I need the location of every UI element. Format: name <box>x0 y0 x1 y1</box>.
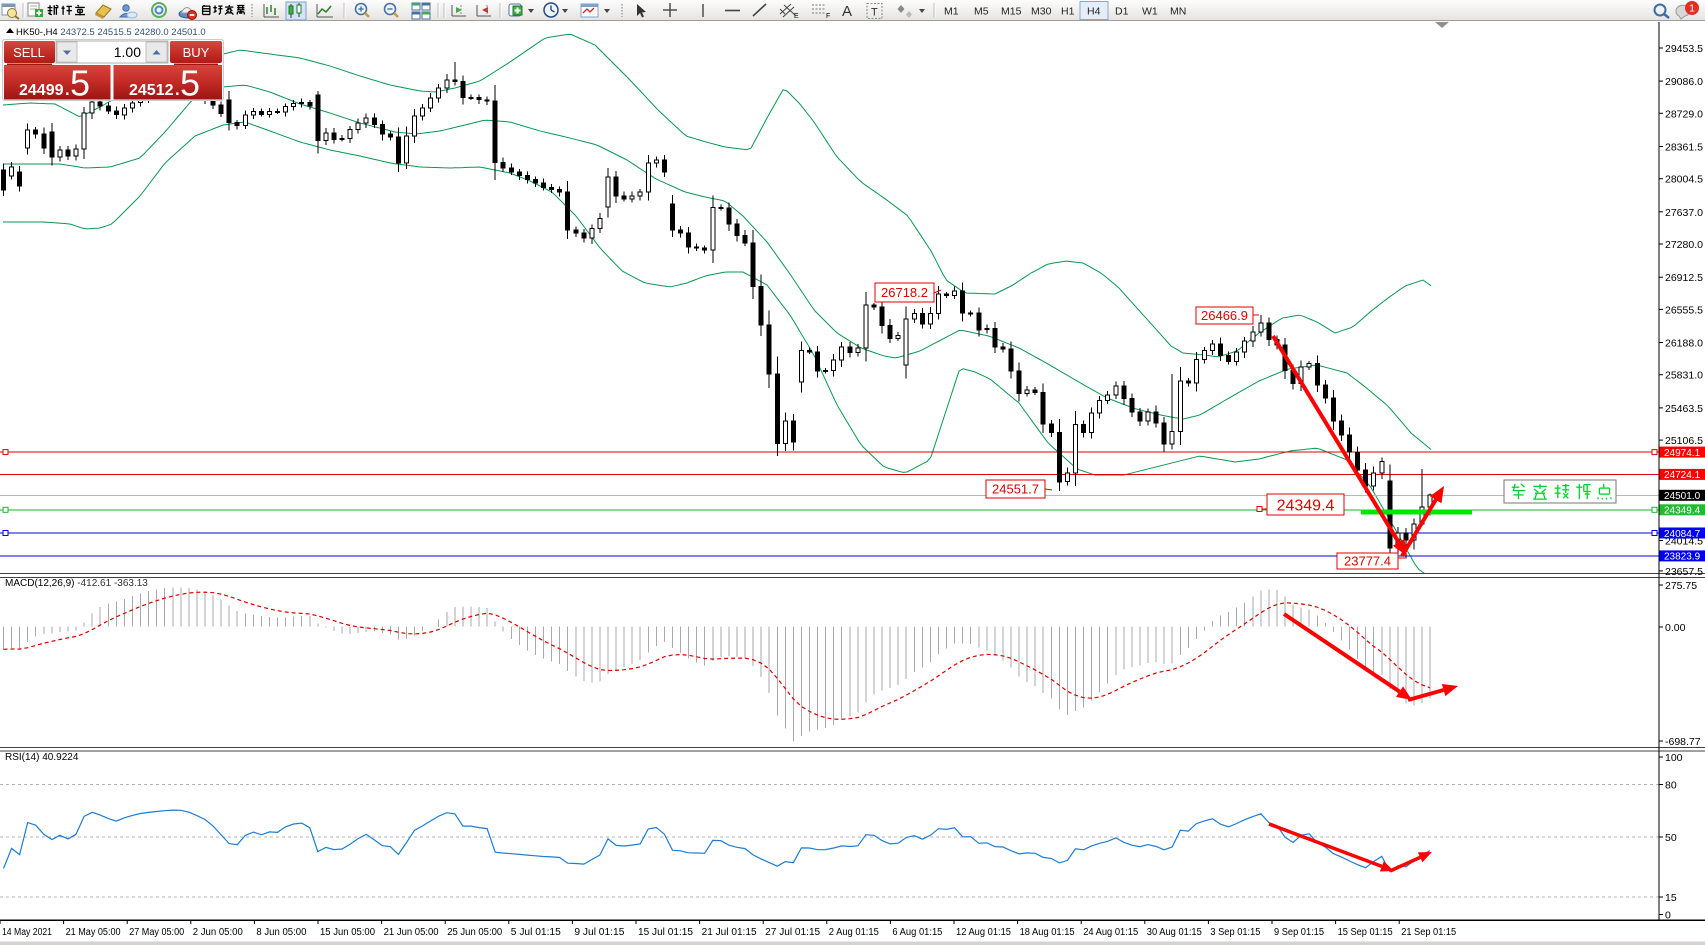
svg-text:M5: M5 <box>974 6 989 18</box>
svg-text:H1: H1 <box>1061 6 1075 18</box>
svg-text:M1: M1 <box>944 6 959 18</box>
svg-text:MN: MN <box>1170 6 1186 18</box>
svg-text:23657.5: 23657.5 <box>1665 566 1703 578</box>
svg-text:15 Sep 01:15: 15 Sep 01:15 <box>1338 927 1393 938</box>
svg-text:SELL: SELL <box>13 45 45 60</box>
svg-text:25463.5: 25463.5 <box>1665 403 1703 415</box>
svg-text:18 Aug 01:15: 18 Aug 01:15 <box>1020 927 1075 938</box>
svg-text:F: F <box>826 13 830 20</box>
svg-text:2 Jun 05:00: 2 Jun 05:00 <box>193 927 243 938</box>
svg-text:26555.5: 26555.5 <box>1665 304 1703 316</box>
svg-text:28361.5: 28361.5 <box>1665 142 1703 154</box>
svg-text:24512: 24512 <box>129 82 174 99</box>
svg-text:29086.0: 29086.0 <box>1665 76 1703 88</box>
svg-text:27 May 05:00: 27 May 05:00 <box>129 927 184 938</box>
svg-text:BUY: BUY <box>183 45 210 60</box>
svg-text:27280.0: 27280.0 <box>1665 239 1703 251</box>
svg-text:M30: M30 <box>1031 6 1052 18</box>
svg-text:HK50-,H4 24372.5 24515.5 2428: HK50-,H4 24372.5 24515.5 24280.0 24501.0 <box>16 27 206 38</box>
svg-text:24501.0: 24501.0 <box>1664 491 1701 502</box>
svg-text:8 Jun 05:00: 8 Jun 05:00 <box>256 927 306 938</box>
svg-text:E: E <box>794 13 799 20</box>
svg-text:100: 100 <box>1665 752 1683 764</box>
svg-text:28004.5: 28004.5 <box>1665 174 1703 186</box>
svg-text:0.00: 0.00 <box>1665 622 1686 634</box>
svg-text:24084.7: 24084.7 <box>1664 529 1701 540</box>
svg-text:21 Sep 01:15: 21 Sep 01:15 <box>1401 927 1456 938</box>
svg-text:1.00: 1.00 <box>114 44 141 60</box>
svg-text:30 Aug 01:15: 30 Aug 01:15 <box>1147 927 1202 938</box>
svg-text:26466.9: 26466.9 <box>1201 308 1248 323</box>
svg-text:H4: H4 <box>1087 6 1101 18</box>
svg-text:23823.9: 23823.9 <box>1664 552 1701 563</box>
svg-text:28729.0: 28729.0 <box>1665 108 1703 120</box>
svg-text:24499: 24499 <box>19 82 64 99</box>
svg-text:23777.4: 23777.4 <box>1344 554 1391 569</box>
svg-text:26188.0: 26188.0 <box>1665 338 1703 350</box>
svg-text:15 Jul 01:15: 15 Jul 01:15 <box>638 927 693 938</box>
svg-text:12 Aug 01:15: 12 Aug 01:15 <box>956 927 1011 938</box>
svg-text:21 Jul 01:15: 21 Jul 01:15 <box>702 927 757 938</box>
svg-text:5 Jul 01:15: 5 Jul 01:15 <box>511 927 561 938</box>
svg-text:21 May 05:00: 21 May 05:00 <box>66 927 121 938</box>
svg-text:26718.2: 26718.2 <box>881 285 928 300</box>
svg-text:.: . <box>174 74 181 101</box>
svg-text:RSI(14) 40.9224: RSI(14) 40.9224 <box>5 752 79 763</box>
svg-text:T: T <box>871 7 878 19</box>
svg-text:24349.4: 24349.4 <box>1277 497 1335 514</box>
svg-text:21 Jun 05:00: 21 Jun 05:00 <box>384 927 439 938</box>
svg-text:24349.4: 24349.4 <box>1664 506 1701 517</box>
svg-text:3 Sep 01:15: 3 Sep 01:15 <box>1210 927 1260 938</box>
svg-text:2 Aug 01:15: 2 Aug 01:15 <box>829 927 879 938</box>
svg-text:27637.0: 27637.0 <box>1665 207 1703 219</box>
svg-text:MACD(12,26,9) -412.61 -363.13: MACD(12,26,9) -412.61 -363.13 <box>5 578 148 589</box>
svg-text:80: 80 <box>1665 780 1677 792</box>
svg-text:6 Aug 01:15: 6 Aug 01:15 <box>892 927 942 938</box>
svg-text:0: 0 <box>1665 910 1671 922</box>
svg-text:24974.1: 24974.1 <box>1664 448 1701 459</box>
svg-text:25 Jun 05:00: 25 Jun 05:00 <box>447 927 502 938</box>
svg-text:15 Jun 05:00: 15 Jun 05:00 <box>320 927 375 938</box>
svg-text:24551.7: 24551.7 <box>992 482 1039 497</box>
svg-text:24 Aug 01:15: 24 Aug 01:15 <box>1083 927 1138 938</box>
svg-text:5: 5 <box>70 63 90 104</box>
svg-text:26912.5: 26912.5 <box>1665 272 1703 284</box>
svg-text:1: 1 <box>1689 4 1695 15</box>
svg-text:9 Sep 01:15: 9 Sep 01:15 <box>1274 927 1324 938</box>
svg-text:D1: D1 <box>1115 6 1129 18</box>
svg-text:15: 15 <box>1665 892 1677 904</box>
svg-text:5: 5 <box>180 63 200 104</box>
svg-text:A: A <box>842 3 852 20</box>
svg-text:25831.0: 25831.0 <box>1665 370 1703 382</box>
svg-text:25106.5: 25106.5 <box>1665 435 1703 447</box>
svg-text:-698.77: -698.77 <box>1665 736 1701 748</box>
svg-text:24724.1: 24724.1 <box>1664 470 1701 481</box>
svg-text:27 Jul 01:15: 27 Jul 01:15 <box>765 927 820 938</box>
svg-text:9 Jul 01:15: 9 Jul 01:15 <box>574 927 624 938</box>
svg-text:M15: M15 <box>1001 6 1022 18</box>
svg-text:275.75: 275.75 <box>1665 580 1697 592</box>
svg-text:.: . <box>64 74 71 101</box>
svg-text:14 May 2021: 14 May 2021 <box>2 927 52 938</box>
svg-text:W1: W1 <box>1142 6 1158 18</box>
svg-text:29453.5: 29453.5 <box>1665 43 1703 55</box>
svg-text:50: 50 <box>1665 832 1677 844</box>
